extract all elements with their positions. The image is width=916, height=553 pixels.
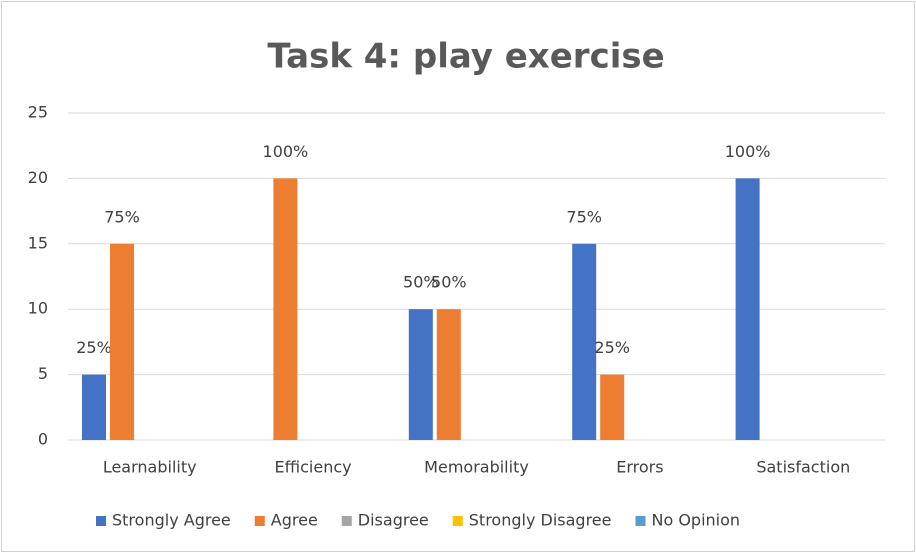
legend-swatch — [341, 516, 352, 526]
bar — [273, 178, 298, 440]
bar — [408, 309, 433, 440]
legend-label: Disagree — [358, 511, 429, 530]
y-tick-label: 5 — [38, 364, 48, 383]
y-tick-label: 15 — [28, 233, 48, 252]
legend-label: Strongly Agree — [112, 511, 231, 530]
y-tick-label: 0 — [38, 430, 48, 449]
x-tick-label: Memorability — [424, 458, 529, 477]
data-label: 25% — [594, 338, 630, 357]
x-tick-label: Satisfaction — [756, 458, 850, 477]
bar — [110, 243, 134, 440]
bar — [436, 309, 461, 440]
data-label: 50% — [403, 273, 439, 292]
y-tick-label: 25 — [28, 103, 48, 122]
legend-swatch — [254, 516, 265, 526]
x-tick-label: Efficiency — [275, 458, 352, 477]
data-label: 100% — [263, 142, 309, 161]
data-label: 100% — [725, 142, 771, 161]
y-tick-label: 10 — [28, 299, 48, 318]
chart-title: Task 4: play exercise — [267, 37, 664, 77]
data-label: 75% — [566, 207, 602, 226]
bar — [572, 243, 597, 440]
data-label: 75% — [104, 207, 140, 226]
y-tick-label: 20 — [28, 168, 48, 187]
legend-label: Agree — [271, 511, 318, 530]
bar — [600, 374, 625, 440]
x-tick-label: Errors — [616, 458, 663, 477]
data-label: 25% — [76, 338, 112, 357]
legend-label: No Opinion — [651, 511, 740, 530]
data-label: 50% — [431, 273, 467, 292]
x-tick-label: Learnability — [103, 458, 197, 477]
bar — [735, 178, 760, 440]
legend-label: Strongly Disagree — [469, 511, 612, 530]
legend-swatch — [452, 516, 463, 526]
bar — [82, 374, 106, 440]
legend-swatch — [96, 516, 106, 526]
legend-swatch — [635, 516, 646, 526]
